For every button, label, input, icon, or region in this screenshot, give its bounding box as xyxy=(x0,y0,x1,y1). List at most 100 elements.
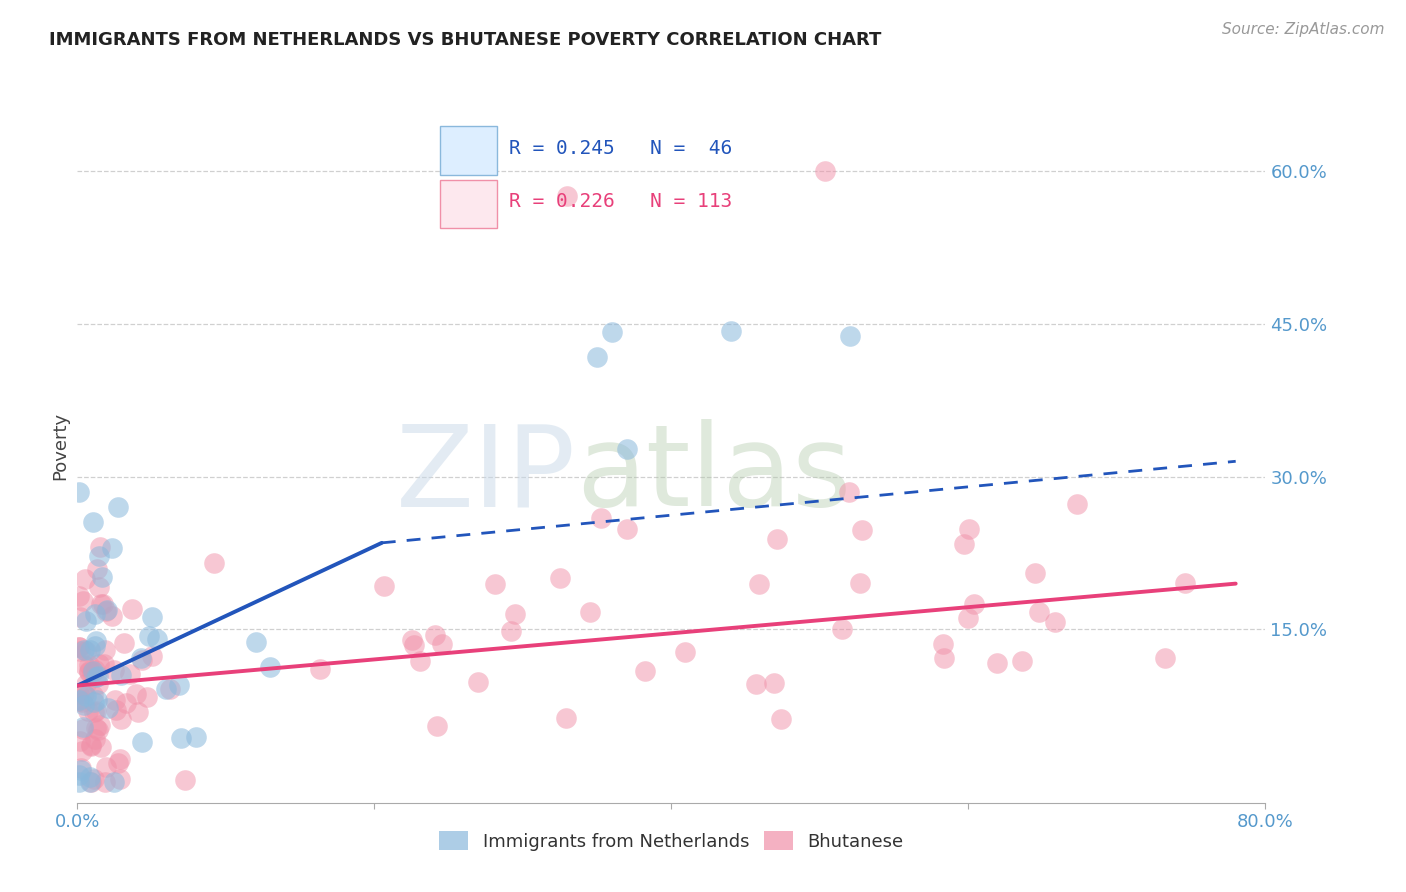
Point xyxy=(94,760,117,774)
Point xyxy=(957,522,980,536)
Point xyxy=(484,577,506,591)
Point xyxy=(86,677,108,691)
Point xyxy=(90,569,112,583)
Point xyxy=(79,642,101,657)
Point xyxy=(120,667,142,681)
Point xyxy=(82,688,104,702)
Point xyxy=(69,484,91,499)
Point xyxy=(748,577,770,591)
Legend: Immigrants from Netherlands, Bhutanese: Immigrants from Netherlands, Bhutanese xyxy=(432,824,911,858)
Point xyxy=(75,644,97,658)
Point xyxy=(96,603,118,617)
Point xyxy=(67,692,90,706)
Point xyxy=(838,329,860,343)
Point xyxy=(104,703,127,717)
Point xyxy=(86,693,108,707)
Point xyxy=(100,609,122,624)
Point xyxy=(84,722,107,736)
Point xyxy=(87,549,110,563)
Point xyxy=(430,637,453,651)
Point xyxy=(121,601,143,615)
Point xyxy=(555,711,578,725)
Point xyxy=(67,589,90,603)
Point xyxy=(80,739,103,753)
Text: IMMIGRANTS FROM NETHERLANDS VS BHUTANESE POVERTY CORRELATION CHART: IMMIGRANTS FROM NETHERLANDS VS BHUTANESE… xyxy=(49,31,882,49)
Point xyxy=(83,639,105,653)
Point xyxy=(100,541,122,555)
Point xyxy=(84,607,107,621)
Point xyxy=(103,775,125,789)
Point xyxy=(75,615,97,629)
Point xyxy=(75,572,97,586)
Point xyxy=(94,775,117,789)
Point xyxy=(69,734,91,748)
Point xyxy=(838,484,860,499)
Point xyxy=(79,771,101,785)
Point xyxy=(86,704,108,718)
Point xyxy=(953,537,976,551)
Point xyxy=(169,678,191,692)
Point xyxy=(72,594,94,608)
Point xyxy=(159,681,181,696)
Point xyxy=(616,442,638,456)
Point xyxy=(673,645,696,659)
Point xyxy=(127,705,149,719)
Point xyxy=(245,634,267,648)
Point xyxy=(505,607,527,621)
Point xyxy=(141,648,163,663)
Point xyxy=(131,653,153,667)
Point xyxy=(73,642,96,657)
Point xyxy=(409,655,432,669)
Point xyxy=(80,739,103,753)
Point xyxy=(84,634,107,648)
Point xyxy=(932,651,955,665)
Point xyxy=(634,664,657,678)
Point xyxy=(67,694,90,708)
Point xyxy=(1043,615,1066,630)
Text: Source: ZipAtlas.com: Source: ZipAtlas.com xyxy=(1222,22,1385,37)
Point xyxy=(931,637,953,651)
Text: R = 0.245   N =  46: R = 0.245 N = 46 xyxy=(509,139,733,158)
Point xyxy=(555,189,578,203)
Point xyxy=(79,665,101,679)
Point xyxy=(591,510,613,524)
Point xyxy=(84,670,107,684)
Point xyxy=(259,659,281,673)
Point xyxy=(499,624,522,639)
Point xyxy=(769,712,792,726)
Point xyxy=(73,698,96,713)
Point xyxy=(75,677,97,691)
Point xyxy=(174,773,197,788)
Point xyxy=(402,638,425,652)
Point xyxy=(97,701,120,715)
Point xyxy=(110,712,132,726)
Point xyxy=(170,731,193,745)
Point xyxy=(423,628,446,642)
Point xyxy=(763,676,786,690)
Point xyxy=(110,668,132,682)
Text: ZIP: ZIP xyxy=(396,419,576,530)
Point xyxy=(69,644,91,658)
Point xyxy=(70,744,93,758)
Point xyxy=(849,575,872,590)
Point xyxy=(373,579,395,593)
Point xyxy=(83,732,105,747)
Point xyxy=(93,643,115,657)
Point xyxy=(138,629,160,643)
Point xyxy=(82,516,104,530)
Point xyxy=(75,689,97,703)
Point xyxy=(70,763,93,777)
Point xyxy=(108,751,131,765)
Point xyxy=(136,690,159,704)
Point xyxy=(124,687,146,701)
Point xyxy=(70,695,93,709)
FancyBboxPatch shape xyxy=(440,127,496,175)
Point xyxy=(77,704,100,718)
Point xyxy=(104,692,127,706)
Point xyxy=(831,622,853,636)
Point xyxy=(586,350,609,364)
Point xyxy=(67,687,90,701)
Point xyxy=(425,719,447,733)
Point xyxy=(956,611,979,625)
Point xyxy=(616,522,638,536)
